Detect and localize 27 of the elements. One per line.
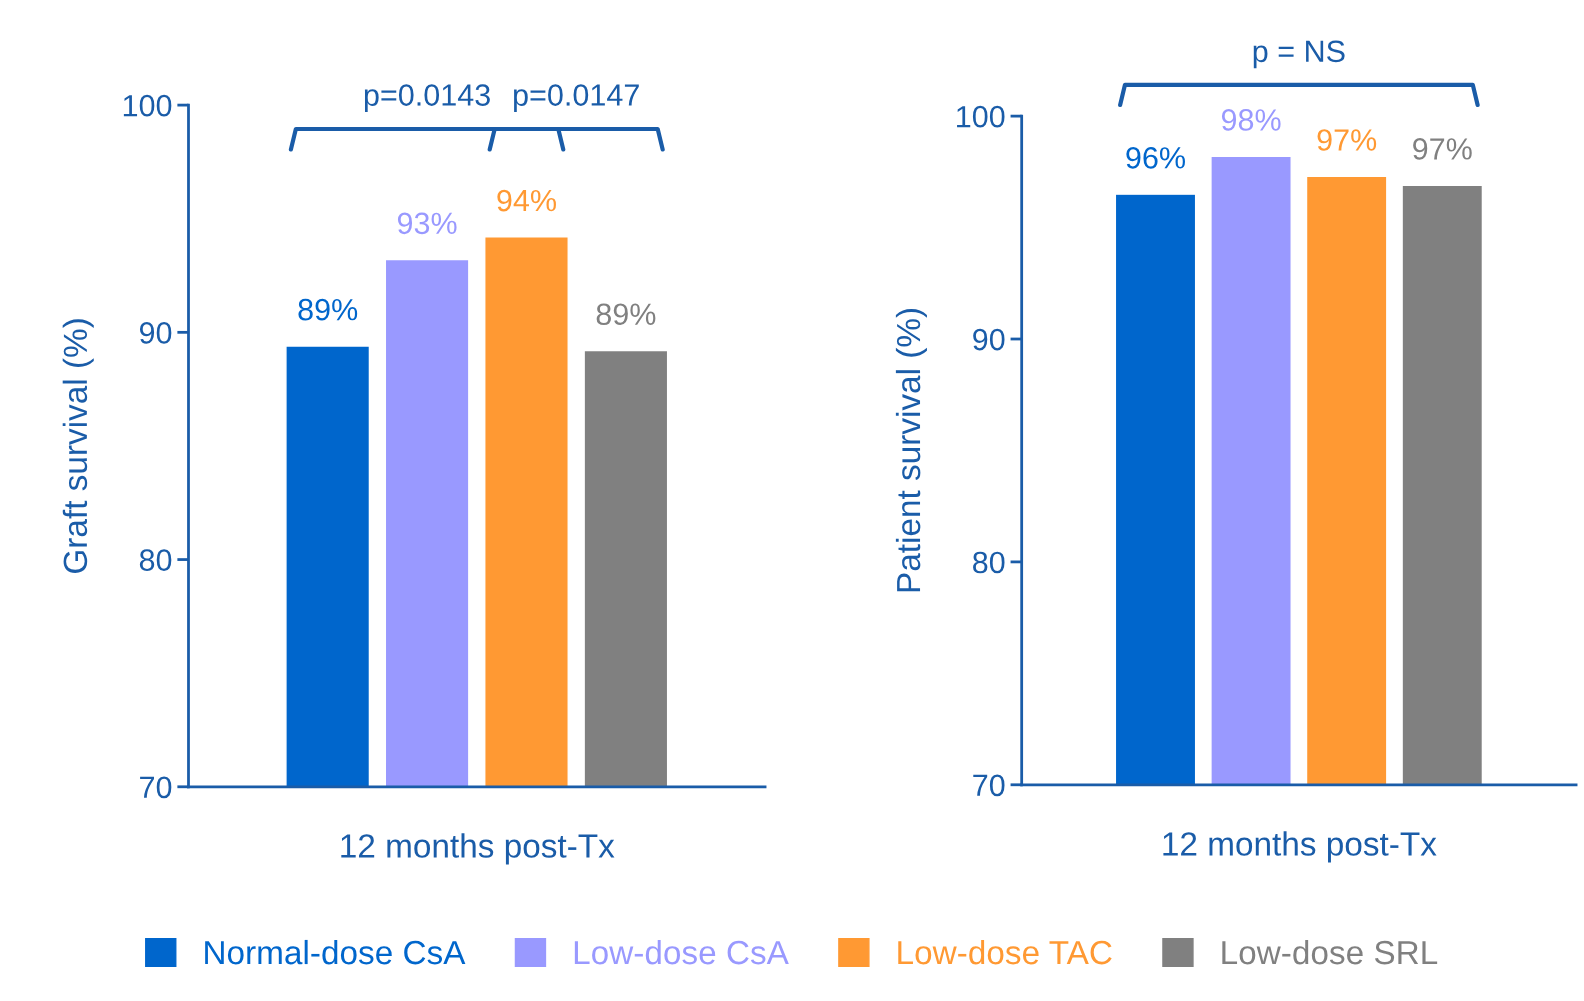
legend-label: Normal-dose CsA [205,939,466,965]
annotation: p=0.0143 [364,84,490,112]
data-label: 89% [298,298,358,321]
data-label: 89% [596,303,656,326]
data-label: 96% [1126,147,1185,169]
legend-label: Low-dose SRL [1222,939,1438,965]
y-tick-label: 90 [139,322,172,344]
y-axis-title: Patient survival (%) [895,308,927,592]
data-label: 98% [1221,109,1281,131]
legend-label: Low-dose CsA [574,939,789,965]
x-axis-title: 12 months post-Tx [1163,831,1437,863]
data-label: 94% [497,189,556,212]
legend-label: Low-dose TAC [898,939,1112,965]
y-tick-label: 90 [973,328,1005,351]
x-axis-title: 12 months post-Tx [341,833,615,865]
y-tick-label: 80 [139,549,172,571]
y-tick-label: 70 [140,776,172,799]
y-tick-label: 100 [123,94,172,117]
y-tick-label: 70 [973,774,1005,797]
y-tick-label: 80 [973,551,1005,574]
y-axis-title: Graft survival (%) [62,319,94,573]
text: p = NS [1253,40,1345,69]
annotation: p=0.0147 [514,84,639,112]
data-label: 97% [1413,138,1472,160]
data-label: 93% [397,212,457,235]
data-label: 97% [1317,129,1377,151]
y-tick-label: 100 [957,105,1005,128]
